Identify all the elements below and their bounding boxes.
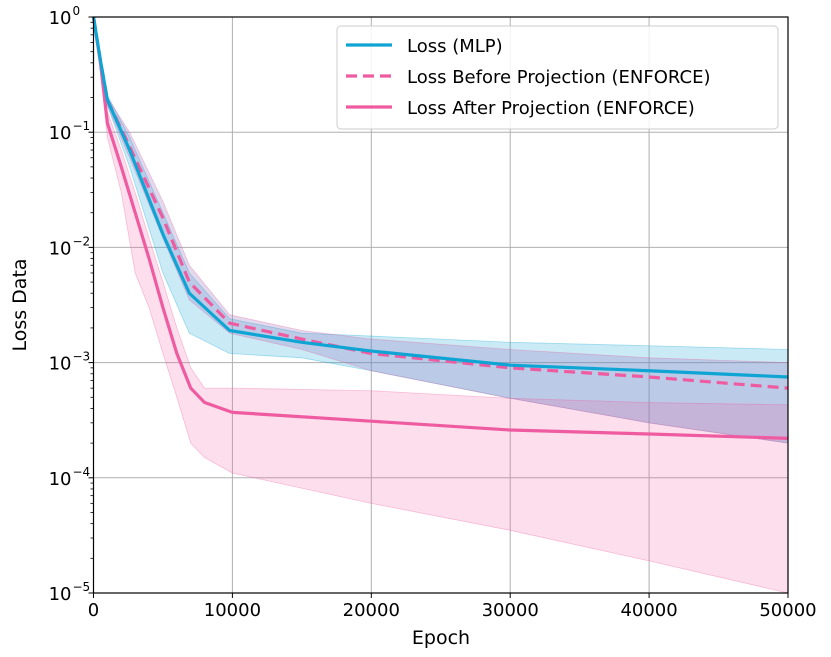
y-tick-exponent: −5 (73, 580, 91, 594)
x-axis-ticks: 0 10000 20000 30000 40000 50000 (88, 593, 817, 621)
x-axis-label: Epoch (412, 627, 470, 649)
y-tick-exponent: −2 (73, 234, 91, 248)
confidence-band (93, 17, 788, 593)
x-tick-label: 30000 (482, 600, 539, 621)
x-tick-label: 50000 (759, 600, 816, 621)
x-tick-label: 40000 (620, 600, 677, 621)
y-tick-exponent: −3 (73, 350, 91, 364)
y-tick-label: 10 (49, 238, 72, 259)
y-tick-exponent: −4 (73, 465, 91, 479)
series-lines (91, 16, 789, 440)
x-tick-label: 0 (88, 600, 99, 621)
y-tick-label: 10 (49, 469, 72, 490)
legend-label: Loss After Projection (ENFORCE) (407, 98, 695, 119)
y-tick-label: 10 (49, 8, 72, 29)
y-tick-exponent: −1 (73, 119, 91, 133)
y-tick-label: 10 (49, 123, 72, 144)
legend-label: Loss (MLP) (407, 36, 503, 57)
x-tick-label: 20000 (343, 600, 400, 621)
y-tick-label: 10 (49, 584, 72, 605)
legend-box (336, 25, 779, 130)
series-line (91, 16, 789, 440)
y-tick-exponent: 0 (73, 4, 81, 18)
legend-label: Loss Before Projection (ENFORCE) (407, 67, 710, 88)
y-tick-label: 10 (49, 354, 72, 375)
x-tick-label: 10000 (204, 600, 261, 621)
legend: Loss (MLP) Loss Before Projection (ENFORC… (336, 25, 779, 130)
y-axis-label: Loss Data (9, 258, 31, 351)
plot-frame (92, 16, 789, 594)
series-line (91, 16, 789, 379)
